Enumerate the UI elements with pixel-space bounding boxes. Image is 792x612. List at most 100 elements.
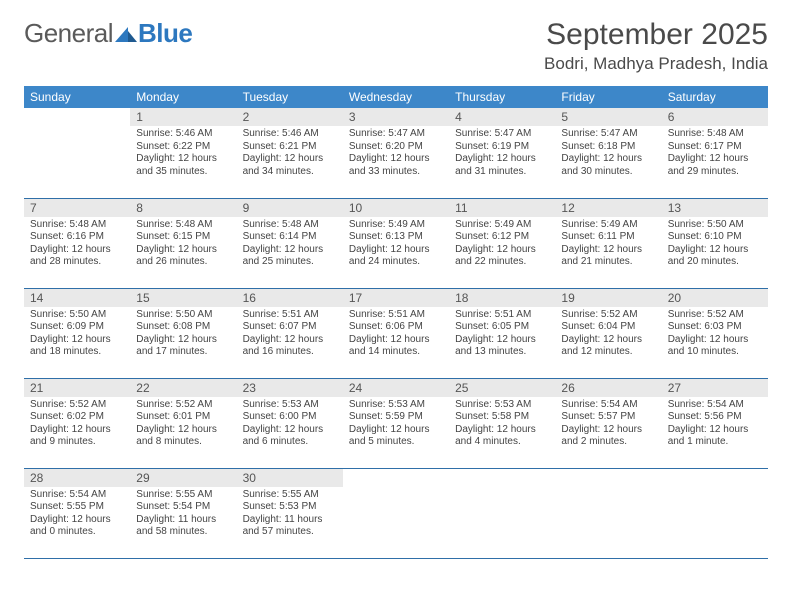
day-number: 8 (130, 199, 236, 217)
calendar-cell: 18Sunrise: 5:51 AMSunset: 6:05 PMDayligh… (449, 288, 555, 378)
day-details: Sunrise: 5:48 AMSunset: 6:15 PMDaylight:… (130, 217, 236, 273)
calendar-cell: 27Sunrise: 5:54 AMSunset: 5:56 PMDayligh… (662, 378, 768, 468)
day-details: Sunrise: 5:53 AMSunset: 6:00 PMDaylight:… (237, 397, 343, 453)
day-number: 30 (237, 469, 343, 487)
calendar-cell: 13Sunrise: 5:50 AMSunset: 6:10 PMDayligh… (662, 198, 768, 288)
day-number: 2 (237, 108, 343, 126)
page-title: September 2025 (544, 18, 768, 52)
day-details: Sunrise: 5:48 AMSunset: 6:14 PMDaylight:… (237, 217, 343, 273)
weekday-header: Wednesday (343, 86, 449, 108)
logo-mark-icon (115, 18, 137, 49)
calendar-cell: 1Sunrise: 5:46 AMSunset: 6:22 PMDaylight… (130, 108, 236, 198)
day-details: Sunrise: 5:53 AMSunset: 5:59 PMDaylight:… (343, 397, 449, 453)
day-details: Sunrise: 5:51 AMSunset: 6:06 PMDaylight:… (343, 307, 449, 363)
day-details: Sunrise: 5:53 AMSunset: 5:58 PMDaylight:… (449, 397, 555, 453)
calendar-cell: 24Sunrise: 5:53 AMSunset: 5:59 PMDayligh… (343, 378, 449, 468)
logo: General Blue (24, 18, 192, 49)
calendar-cell: 5Sunrise: 5:47 AMSunset: 6:18 PMDaylight… (555, 108, 661, 198)
calendar-week-row: 7Sunrise: 5:48 AMSunset: 6:16 PMDaylight… (24, 198, 768, 288)
calendar-cell: 11Sunrise: 5:49 AMSunset: 6:12 PMDayligh… (449, 198, 555, 288)
day-details: Sunrise: 5:52 AMSunset: 6:03 PMDaylight:… (662, 307, 768, 363)
day-number: 1 (130, 108, 236, 126)
day-number: 13 (662, 199, 768, 217)
weekday-header: Saturday (662, 86, 768, 108)
weekday-header: Monday (130, 86, 236, 108)
day-number: 23 (237, 379, 343, 397)
calendar-cell: 4Sunrise: 5:47 AMSunset: 6:19 PMDaylight… (449, 108, 555, 198)
day-details: Sunrise: 5:50 AMSunset: 6:10 PMDaylight:… (662, 217, 768, 273)
day-details: Sunrise: 5:52 AMSunset: 6:04 PMDaylight:… (555, 307, 661, 363)
day-number: 20 (662, 289, 768, 307)
calendar-cell: 25Sunrise: 5:53 AMSunset: 5:58 PMDayligh… (449, 378, 555, 468)
weekday-header: Thursday (449, 86, 555, 108)
day-number: 22 (130, 379, 236, 397)
calendar-cell: 3Sunrise: 5:47 AMSunset: 6:20 PMDaylight… (343, 108, 449, 198)
day-details: Sunrise: 5:55 AMSunset: 5:53 PMDaylight:… (237, 487, 343, 543)
weekday-header: Friday (555, 86, 661, 108)
calendar-cell: 14Sunrise: 5:50 AMSunset: 6:09 PMDayligh… (24, 288, 130, 378)
day-details: Sunrise: 5:55 AMSunset: 5:54 PMDaylight:… (130, 487, 236, 543)
day-number: 14 (24, 289, 130, 307)
day-number: 26 (555, 379, 661, 397)
calendar-cell: 8Sunrise: 5:48 AMSunset: 6:15 PMDaylight… (130, 198, 236, 288)
calendar-cell: 16Sunrise: 5:51 AMSunset: 6:07 PMDayligh… (237, 288, 343, 378)
logo-text-2: Blue (138, 18, 192, 49)
calendar-cell: 23Sunrise: 5:53 AMSunset: 6:00 PMDayligh… (237, 378, 343, 468)
day-number: 17 (343, 289, 449, 307)
logo-text-1: General (24, 18, 113, 49)
day-number: 18 (449, 289, 555, 307)
day-number: 6 (662, 108, 768, 126)
calendar-cell: 12Sunrise: 5:49 AMSunset: 6:11 PMDayligh… (555, 198, 661, 288)
day-number: 27 (662, 379, 768, 397)
calendar-cell: .. (662, 468, 768, 558)
calendar-cell: 6Sunrise: 5:48 AMSunset: 6:17 PMDaylight… (662, 108, 768, 198)
calendar-week-row: 14Sunrise: 5:50 AMSunset: 6:09 PMDayligh… (24, 288, 768, 378)
day-number: 9 (237, 199, 343, 217)
day-number: 4 (449, 108, 555, 126)
day-details: Sunrise: 5:49 AMSunset: 6:11 PMDaylight:… (555, 217, 661, 273)
calendar-week-row: 28Sunrise: 5:54 AMSunset: 5:55 PMDayligh… (24, 468, 768, 558)
day-number: 7 (24, 199, 130, 217)
calendar-cell: 19Sunrise: 5:52 AMSunset: 6:04 PMDayligh… (555, 288, 661, 378)
calendar-week-row: ..1Sunrise: 5:46 AMSunset: 6:22 PMDaylig… (24, 108, 768, 198)
day-details: Sunrise: 5:51 AMSunset: 6:07 PMDaylight:… (237, 307, 343, 363)
day-number: 11 (449, 199, 555, 217)
day-details: Sunrise: 5:47 AMSunset: 6:19 PMDaylight:… (449, 126, 555, 182)
day-details: Sunrise: 5:49 AMSunset: 6:12 PMDaylight:… (449, 217, 555, 273)
day-details: Sunrise: 5:46 AMSunset: 6:21 PMDaylight:… (237, 126, 343, 182)
calendar-cell: .. (555, 468, 661, 558)
day-details: Sunrise: 5:52 AMSunset: 6:01 PMDaylight:… (130, 397, 236, 453)
day-number: 21 (24, 379, 130, 397)
page-subtitle: Bodri, Madhya Pradesh, India (544, 54, 768, 74)
day-details: Sunrise: 5:54 AMSunset: 5:55 PMDaylight:… (24, 487, 130, 543)
day-details: Sunrise: 5:48 AMSunset: 6:16 PMDaylight:… (24, 217, 130, 273)
day-details: Sunrise: 5:50 AMSunset: 6:09 PMDaylight:… (24, 307, 130, 363)
weekday-header: Sunday (24, 86, 130, 108)
day-number: 16 (237, 289, 343, 307)
calendar-cell: 22Sunrise: 5:52 AMSunset: 6:01 PMDayligh… (130, 378, 236, 468)
calendar-cell: 29Sunrise: 5:55 AMSunset: 5:54 PMDayligh… (130, 468, 236, 558)
weekday-header: Tuesday (237, 86, 343, 108)
calendar-table: Sunday Monday Tuesday Wednesday Thursday… (24, 86, 768, 559)
day-details: Sunrise: 5:47 AMSunset: 6:18 PMDaylight:… (555, 126, 661, 182)
day-details: Sunrise: 5:46 AMSunset: 6:22 PMDaylight:… (130, 126, 236, 182)
calendar-cell: 21Sunrise: 5:52 AMSunset: 6:02 PMDayligh… (24, 378, 130, 468)
calendar-cell: 10Sunrise: 5:49 AMSunset: 6:13 PMDayligh… (343, 198, 449, 288)
calendar-cell: 9Sunrise: 5:48 AMSunset: 6:14 PMDaylight… (237, 198, 343, 288)
header: General Blue September 2025 Bodri, Madhy… (24, 18, 768, 74)
calendar-cell: .. (343, 468, 449, 558)
day-number: 5 (555, 108, 661, 126)
calendar-week-row: 21Sunrise: 5:52 AMSunset: 6:02 PMDayligh… (24, 378, 768, 468)
day-details: Sunrise: 5:48 AMSunset: 6:17 PMDaylight:… (662, 126, 768, 182)
day-number: 25 (449, 379, 555, 397)
calendar-cell: 2Sunrise: 5:46 AMSunset: 6:21 PMDaylight… (237, 108, 343, 198)
day-number: 24 (343, 379, 449, 397)
day-details: Sunrise: 5:50 AMSunset: 6:08 PMDaylight:… (130, 307, 236, 363)
day-details: Sunrise: 5:47 AMSunset: 6:20 PMDaylight:… (343, 126, 449, 182)
day-details: Sunrise: 5:51 AMSunset: 6:05 PMDaylight:… (449, 307, 555, 363)
day-details: Sunrise: 5:54 AMSunset: 5:56 PMDaylight:… (662, 397, 768, 453)
day-number: 29 (130, 469, 236, 487)
calendar-cell: 30Sunrise: 5:55 AMSunset: 5:53 PMDayligh… (237, 468, 343, 558)
calendar-cell: 7Sunrise: 5:48 AMSunset: 6:16 PMDaylight… (24, 198, 130, 288)
day-details: Sunrise: 5:49 AMSunset: 6:13 PMDaylight:… (343, 217, 449, 273)
